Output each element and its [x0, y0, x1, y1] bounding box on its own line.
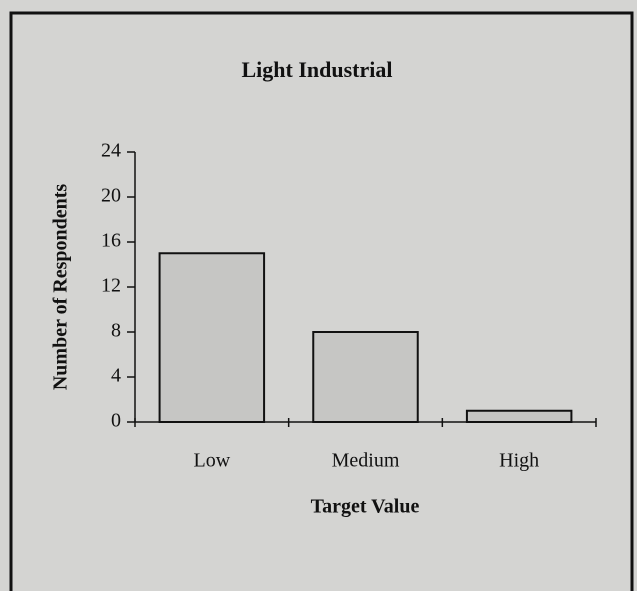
y-tick-label: 8 [111, 320, 121, 342]
x-tick-label: Low [193, 450, 230, 472]
y-tick-label: 20 [101, 185, 121, 207]
bar [158, 252, 266, 423]
bar [465, 409, 573, 423]
y-tick-label: 0 [111, 410, 121, 432]
x-tick-label: High [499, 450, 539, 472]
y-tick-label: 16 [101, 230, 121, 252]
bar [312, 331, 419, 423]
x-tick-label: Medium [332, 450, 400, 472]
y-tick-label: 12 [101, 275, 121, 297]
chart-title: Light Industrial [242, 57, 393, 82]
y-tick-label: 4 [111, 365, 121, 387]
frame [9, 11, 634, 591]
y-tick-label: 24 [101, 140, 121, 162]
y-axis-label: Number of Respondents [50, 184, 72, 391]
x-axis-label: Target Value [311, 496, 420, 518]
